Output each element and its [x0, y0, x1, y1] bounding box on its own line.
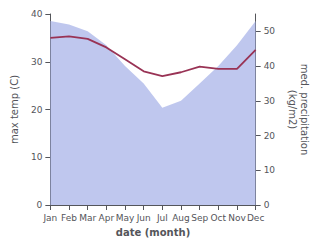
svg-text:20: 20	[264, 131, 276, 141]
svg-text:Jun: Jun	[136, 213, 151, 223]
svg-text:Jul: Jul	[156, 213, 168, 223]
svg-text:May: May	[116, 213, 135, 223]
svg-text:30: 30	[264, 96, 276, 106]
svg-text:Oct: Oct	[211, 213, 227, 223]
svg-text:date (month): date (month)	[116, 227, 190, 238]
svg-text:10: 10	[31, 152, 43, 162]
svg-text:med. precipitation: med. precipitation	[299, 64, 310, 156]
svg-text:30: 30	[31, 57, 43, 67]
svg-text:40: 40	[31, 9, 43, 19]
svg-text:0: 0	[37, 200, 43, 210]
svg-text:20: 20	[31, 105, 43, 115]
svg-text:Feb: Feb	[61, 213, 77, 223]
svg-text:10: 10	[264, 165, 276, 175]
svg-text:40: 40	[264, 61, 276, 71]
svg-text:Jan: Jan	[42, 213, 57, 223]
svg-text:Apr: Apr	[99, 213, 115, 223]
svg-text:max temp (C): max temp (C)	[9, 75, 20, 144]
svg-text:Nov: Nov	[228, 213, 246, 223]
svg-text:Dec: Dec	[247, 213, 264, 223]
svg-text:0: 0	[264, 200, 270, 210]
svg-text:Aug: Aug	[172, 213, 190, 223]
svg-text:(kg/m2): (kg/m2)	[287, 90, 298, 130]
svg-text:Mar: Mar	[79, 213, 96, 223]
svg-text:Sep: Sep	[191, 213, 208, 223]
svg-text:50: 50	[264, 26, 276, 36]
